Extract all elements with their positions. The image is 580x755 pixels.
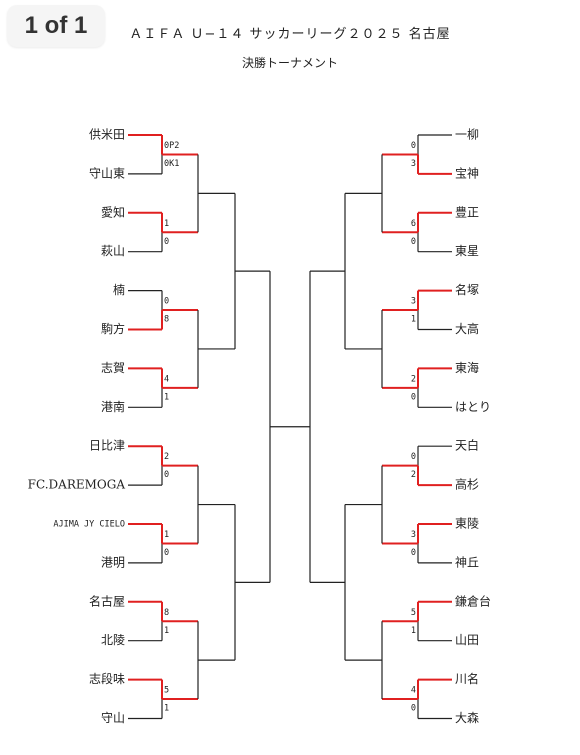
right-score: 2: [411, 470, 416, 480]
left-team-label: 日比津: [89, 439, 125, 453]
right-team-label: 神丘: [455, 555, 479, 569]
right-score: 3: [411, 297, 416, 307]
right-team-label: 一柳: [455, 128, 479, 142]
left-team-label: 供米田: [89, 128, 125, 142]
right-score: 4: [411, 686, 416, 696]
right-team-label: 大高: [455, 321, 479, 336]
left-score: 4: [164, 374, 169, 384]
left-score: 0: [164, 297, 169, 307]
left-team-label: 守山: [101, 711, 125, 725]
right-team-label: 鎌倉台: [455, 593, 491, 608]
left-score: 1: [164, 219, 169, 229]
left-team-label: 北陵: [101, 633, 125, 647]
right-team-label: 名塚: [455, 282, 479, 297]
right-score: 5: [411, 608, 416, 618]
right-team-label: 東星: [455, 244, 479, 258]
right-team-label: 川名: [455, 671, 479, 686]
left-score: 5: [164, 686, 169, 696]
left-score: 1: [164, 626, 169, 636]
right-team-label: 山田: [455, 633, 479, 647]
left-score: 0: [164, 470, 169, 480]
left-score: 1: [164, 704, 169, 714]
left-team-label: 志段味: [89, 671, 125, 686]
left-score: 0: [164, 237, 169, 247]
left-team-label: 港明: [101, 555, 125, 569]
left-team-label: 名古屋: [89, 593, 125, 608]
right-team-label: 大森: [455, 710, 479, 725]
right-score: 1: [411, 626, 416, 636]
left-team-label: 駒方: [101, 321, 125, 336]
page-indicator: 1 of 1: [7, 5, 105, 47]
document-title: ＡＩＦＡ Ｕ−１４ サッカーリーグ２０２５ 名古屋: [129, 27, 451, 42]
left-team-label: FC.DAREMOGA: [28, 478, 126, 492]
right-score: 0: [411, 452, 416, 462]
left-score: 0P2: [164, 141, 179, 151]
right-score: 6: [411, 219, 416, 229]
left-score: 0K1: [164, 159, 179, 169]
right-score: 0: [411, 548, 416, 558]
right-score: 1: [411, 315, 416, 325]
right-score: 0: [411, 704, 416, 714]
left-score: 8: [164, 608, 169, 618]
right-team-label: 東海: [455, 360, 479, 375]
right-team-label: 高杉: [455, 477, 479, 492]
left-score: 0: [164, 548, 169, 558]
left-team-label: 楠: [113, 282, 125, 297]
left-team-label: 愛知: [101, 205, 125, 219]
left-team-label: 港南: [101, 399, 125, 414]
right-team-label: 天白: [455, 438, 479, 453]
right-score: 2: [411, 374, 416, 384]
right-score: 0: [411, 141, 416, 151]
left-score: 8: [164, 315, 169, 325]
left-team-label: 萩山: [101, 244, 125, 258]
left-score: 1: [164, 530, 169, 540]
right-team-label: 宝神: [455, 166, 479, 180]
left-team-label: 志賀: [101, 361, 125, 375]
right-score: 0: [411, 237, 416, 247]
right-score: 3: [411, 159, 416, 169]
left-team-label: 守山東: [89, 166, 125, 180]
left-score: 2: [164, 452, 169, 462]
right-team-label: はとり: [455, 400, 491, 414]
right-score: 3: [411, 530, 416, 540]
document-subtitle: 決勝トーナメント: [241, 56, 338, 70]
left-team-label: AJIMA JY CIELO: [53, 520, 125, 530]
left-score: 1: [164, 392, 169, 402]
right-team-label: 豊正: [455, 205, 479, 219]
right-team-label: 東陵: [455, 517, 479, 531]
right-score: 0: [411, 392, 416, 402]
